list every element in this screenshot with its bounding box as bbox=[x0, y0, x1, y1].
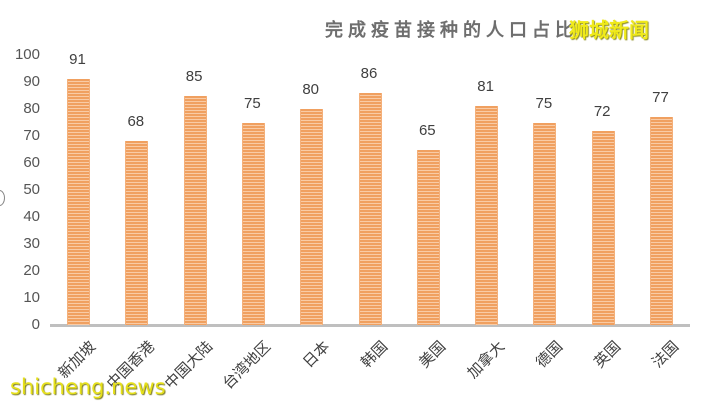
bar-value-label: 77 bbox=[652, 89, 669, 107]
bar-value-label: 85 bbox=[185, 67, 203, 85]
bar-value-label: 81 bbox=[477, 78, 494, 96]
x-category-label: 法国 bbox=[648, 337, 683, 372]
bar-value-label: 75 bbox=[535, 94, 553, 112]
bar bbox=[416, 149, 440, 325]
bar bbox=[300, 109, 324, 325]
x-category-label: 韩国 bbox=[357, 337, 392, 372]
watermark-bottom: shicheng.news bbox=[10, 375, 166, 399]
bar bbox=[475, 106, 499, 325]
bar-value-label: 80 bbox=[302, 81, 320, 98]
bar bbox=[183, 95, 207, 325]
y-tick-label: 40 bbox=[23, 208, 40, 225]
y-tick-label: 80 bbox=[23, 100, 40, 117]
x-category-label: 日本 bbox=[298, 337, 333, 372]
bar bbox=[591, 130, 615, 325]
bar-value-label: 75 bbox=[244, 94, 261, 112]
chart-title: 完成疫苗接种的人口占比 bbox=[325, 20, 578, 41]
bar bbox=[67, 79, 90, 325]
bar bbox=[533, 122, 557, 325]
y-tick-label: 60 bbox=[23, 154, 40, 171]
x-axis-line bbox=[50, 324, 690, 327]
x-category-label: 加拿大 bbox=[463, 337, 508, 382]
bar-value-label: 91 bbox=[69, 51, 86, 69]
y-tick-label: 20 bbox=[23, 262, 40, 279]
x-category-label: 德国 bbox=[532, 337, 567, 372]
x-category-label: 美国 bbox=[415, 337, 450, 372]
bar-value-label: 86 bbox=[360, 64, 378, 82]
bar bbox=[241, 122, 265, 325]
x-category-label: 台湾地区 bbox=[219, 337, 275, 393]
y-tick-label: 10 bbox=[23, 289, 40, 306]
y-tick-label: 70 bbox=[23, 127, 40, 144]
bar bbox=[125, 141, 149, 325]
watermark-top: 狮城新闻 bbox=[569, 18, 649, 42]
bar-value-label: 72 bbox=[593, 102, 611, 120]
y-tick-label: 100 bbox=[14, 46, 40, 63]
y-tick-label: 50 bbox=[23, 181, 40, 198]
bar-value-label: 68 bbox=[127, 113, 145, 131]
y-tick-label: 0 bbox=[31, 316, 40, 333]
x-category-label: 英国 bbox=[590, 337, 625, 372]
y-tick-label: 30 bbox=[23, 235, 40, 252]
y-tick-label: 90 bbox=[23, 73, 40, 90]
bar bbox=[650, 117, 673, 325]
x-category-label: 中国大陆 bbox=[161, 337, 217, 393]
bar-value-label: 65 bbox=[418, 121, 436, 139]
bar bbox=[358, 92, 382, 325]
